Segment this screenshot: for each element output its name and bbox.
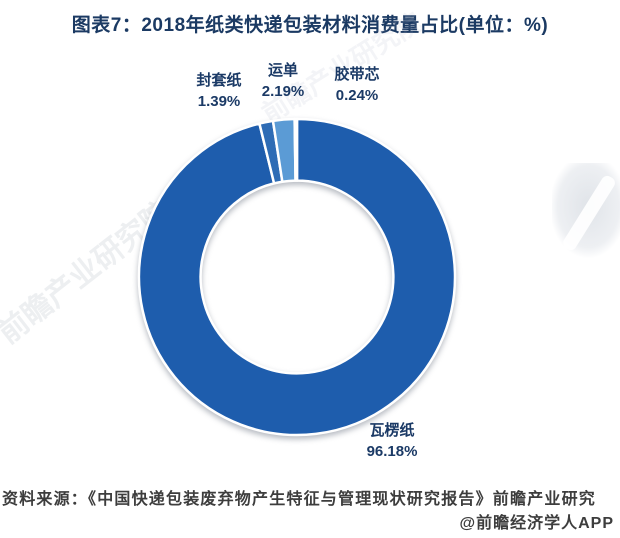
donut-slice-3 bbox=[293, 117, 299, 182]
callout-tape-core: 胶带芯 0.24% bbox=[334, 64, 379, 106]
callout-waybill-name: 运单 bbox=[267, 62, 299, 79]
source-attribution: @前瞻经济学人APP bbox=[459, 515, 614, 532]
callout-corrugated-paper: 瓦楞纸 96.18% bbox=[367, 420, 418, 462]
callout-waybill-value: 2.19% bbox=[261, 83, 305, 100]
callout-tape-core-value: 0.24% bbox=[335, 87, 379, 104]
callout-envelope-paper-name: 封套纸 bbox=[196, 72, 242, 89]
donut-slice-0 bbox=[137, 117, 457, 437]
callout-envelope-paper: 封套纸 1.39% bbox=[196, 70, 241, 112]
callout-waybill: 运单 2.19% bbox=[262, 60, 305, 102]
source-text: 资料来源：《中国快递包装废弃物产生特征与管理现状研究报告》前瞻产业研究 bbox=[2, 491, 597, 508]
callout-envelope-paper-value: 1.39% bbox=[197, 93, 241, 110]
donut-slices bbox=[137, 117, 457, 437]
callout-corrugated-paper-value: 96.18% bbox=[366, 443, 418, 460]
chart-title: 图表7：2018年纸类快递包装材料消费量占比(单位：%) bbox=[71, 15, 549, 36]
callout-tape-core-name: 胶带芯 bbox=[334, 66, 380, 83]
callout-corrugated-paper-name: 瓦楞纸 bbox=[369, 422, 415, 439]
